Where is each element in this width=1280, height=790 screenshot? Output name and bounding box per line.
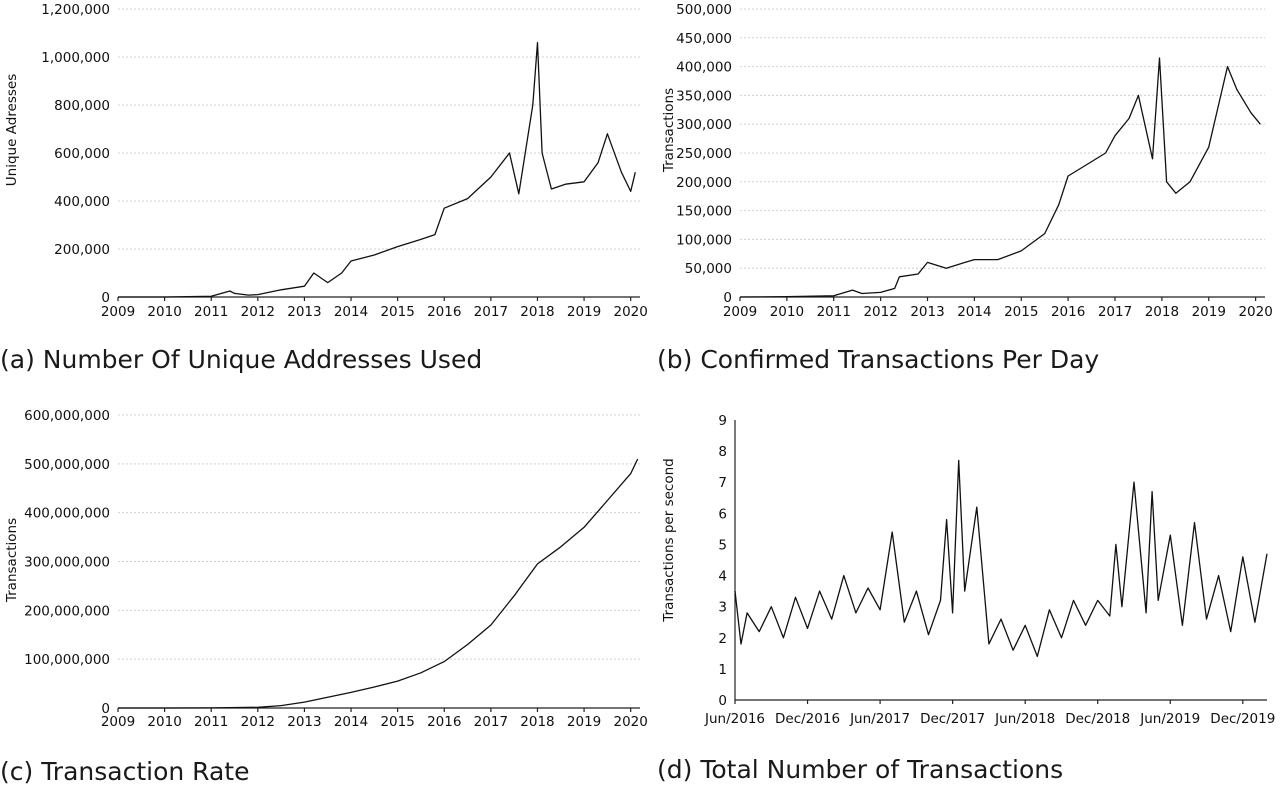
x-tick-label: 2012 — [863, 304, 897, 320]
x-tick-label: 2015 — [1004, 304, 1038, 320]
y-tick-label: 0 — [718, 693, 727, 709]
y-tick-label: 0 — [101, 290, 110, 306]
caption-d: (d) Total Number of Transactions — [657, 755, 1064, 784]
chart-panel-b: 0 50,000 100,000 150,000 200,000 250,000 300,0… — [655, 0, 1280, 340]
y-tick-label: 800,000 — [54, 98, 110, 114]
x-tick-label: 2009 — [101, 304, 135, 320]
x-tick-label: 2011 — [194, 714, 228, 730]
transactions-per-second-chart: 0 1 2 3 4 5 6 7 8 9 Jun/2016 Dec/2016 Jun/2017 Dec/20… — [661, 413, 1275, 727]
x-tick-label: 2010 — [147, 714, 181, 730]
x-tick-label: 2019 — [567, 714, 601, 730]
y-tick-label: 400,000,000 — [24, 506, 110, 522]
y-tick-label: 4 — [718, 569, 727, 585]
x-tick-label: Dec/2019 — [1210, 711, 1275, 727]
y-tick-label: 500,000 — [676, 2, 732, 18]
confirmed-transactions-chart: 0 50,000 100,000 150,000 200,000 250,000 300,0… — [661, 2, 1273, 320]
x-tick-label: 2019 — [567, 304, 601, 320]
x-tick-label: Jun/2017 — [849, 711, 910, 727]
y-tick-label: 200,000,000 — [24, 603, 110, 619]
y-tick-label: 200,000 — [676, 175, 732, 191]
chart-panel-c: 0 100,000,000 200,000,000 300,000,000 400,00… — [0, 395, 660, 745]
caption-a: (a) Number Of Unique Addresses Used — [0, 345, 483, 374]
y-axis-label: Unique Adresses — [4, 74, 20, 186]
x-tick-label: 2016 — [427, 304, 461, 320]
x-tick-label: 2020 — [613, 304, 647, 320]
caption-c: (c) Transaction Rate — [0, 757, 250, 786]
x-tick-label: 2016 — [427, 714, 461, 730]
y-tick-label: 100,000,000 — [24, 652, 110, 668]
x-tick-label: 2012 — [241, 304, 275, 320]
x-tick-label: 2010 — [147, 304, 181, 320]
chart-panel-d: 0 1 2 3 4 5 6 7 8 9 Jun/2016 Dec/2016 Jun/2017 Dec/20… — [655, 400, 1280, 745]
unique-addresses-chart: 0 200,000 400,000 600,000 800,000 1,000,000 1,… — [4, 2, 648, 320]
y-tick-label: 600,000 — [54, 146, 110, 162]
y-tick-label: 100,000 — [676, 232, 732, 248]
caption-b: (b) Confirmed Transactions Per Day — [657, 345, 1100, 374]
x-tick-label: Dec/2018 — [1065, 711, 1130, 727]
series-line — [739, 57, 1261, 298]
x-tick-label: 2010 — [770, 304, 804, 320]
x-tick-label: 2013 — [287, 304, 321, 320]
y-tick-label: 450,000 — [676, 31, 732, 47]
x-tick-label: 2013 — [910, 304, 944, 320]
x-tick-label: 2012 — [241, 714, 275, 730]
x-tick-label: 2018 — [1145, 304, 1179, 320]
x-tick-label: 2014 — [334, 304, 368, 320]
y-tick-label: 150,000 — [676, 204, 732, 220]
y-tick-label: 7 — [718, 475, 727, 491]
y-tick-label: 1 — [718, 662, 727, 678]
y-tick-label: 300,000,000 — [24, 555, 110, 571]
transaction-rate-chart: 0 100,000,000 200,000,000 300,000,000 400,00… — [4, 408, 648, 730]
x-tick-label: Jun/2018 — [994, 711, 1055, 727]
x-tick-label: Dec/2017 — [920, 711, 985, 727]
chart-panel-a: 0 200,000 400,000 600,000 800,000 1,000,000 1,… — [0, 0, 660, 340]
x-tick-label: 2011 — [817, 304, 851, 320]
y-tick-label: 0 — [101, 701, 110, 717]
x-tick-label: 2016 — [1051, 304, 1085, 320]
x-tick-label: 2009 — [101, 714, 135, 730]
y-axis-label: Transactions — [661, 88, 677, 173]
y-tick-label: 9 — [718, 413, 727, 429]
x-tick-label: 2013 — [287, 714, 321, 730]
x-tick-label: 2018 — [520, 304, 554, 320]
x-tick-label: 2014 — [334, 714, 368, 730]
series-line — [118, 458, 639, 709]
x-tick-label: 2017 — [474, 714, 508, 730]
y-tick-label: 200,000 — [54, 242, 110, 258]
y-tick-label: 8 — [718, 444, 727, 460]
x-tick-label: 2015 — [380, 304, 414, 320]
y-tick-label: 350,000 — [676, 88, 732, 104]
y-tick-label: 1,200,000 — [41, 2, 110, 18]
y-axis-label: Transactions — [4, 518, 20, 603]
y-tick-label: 400,000 — [54, 194, 110, 210]
y-tick-label: 3 — [718, 600, 727, 616]
series-line — [118, 41, 636, 298]
y-tick-label: 300,000 — [676, 117, 732, 133]
y-tick-label: 6 — [718, 506, 727, 522]
x-tick-label: 2009 — [723, 304, 757, 320]
y-tick-label: 5 — [718, 537, 727, 553]
x-tick-label: 2014 — [957, 304, 991, 320]
x-tick-label: Dec/2016 — [775, 711, 840, 727]
y-axis-label: Transactions per second — [661, 458, 677, 622]
x-tick-label: 2015 — [380, 714, 414, 730]
x-tick-label: Jun/2016 — [704, 711, 765, 727]
x-tick-label: 2018 — [520, 714, 554, 730]
x-tick-label: 2017 — [474, 304, 508, 320]
y-tick-label: 2 — [718, 631, 727, 647]
x-tick-label: 2020 — [613, 714, 647, 730]
y-tick-label: 600,000,000 — [24, 408, 110, 424]
x-tick-label: Jun/2019 — [1139, 711, 1200, 727]
y-tick-label: 1,000,000 — [41, 50, 110, 66]
y-tick-label: 500,000,000 — [24, 457, 110, 473]
x-tick-label: 2020 — [1238, 304, 1272, 320]
x-tick-label: 2019 — [1192, 304, 1226, 320]
y-tick-label: 400,000 — [676, 60, 732, 76]
y-tick-label: 50,000 — [685, 261, 732, 277]
x-tick-label: 2017 — [1098, 304, 1132, 320]
series-line — [734, 459, 1268, 658]
y-tick-label: 0 — [723, 290, 732, 306]
x-tick-label: 2011 — [194, 304, 228, 320]
y-tick-label: 250,000 — [676, 146, 732, 162]
